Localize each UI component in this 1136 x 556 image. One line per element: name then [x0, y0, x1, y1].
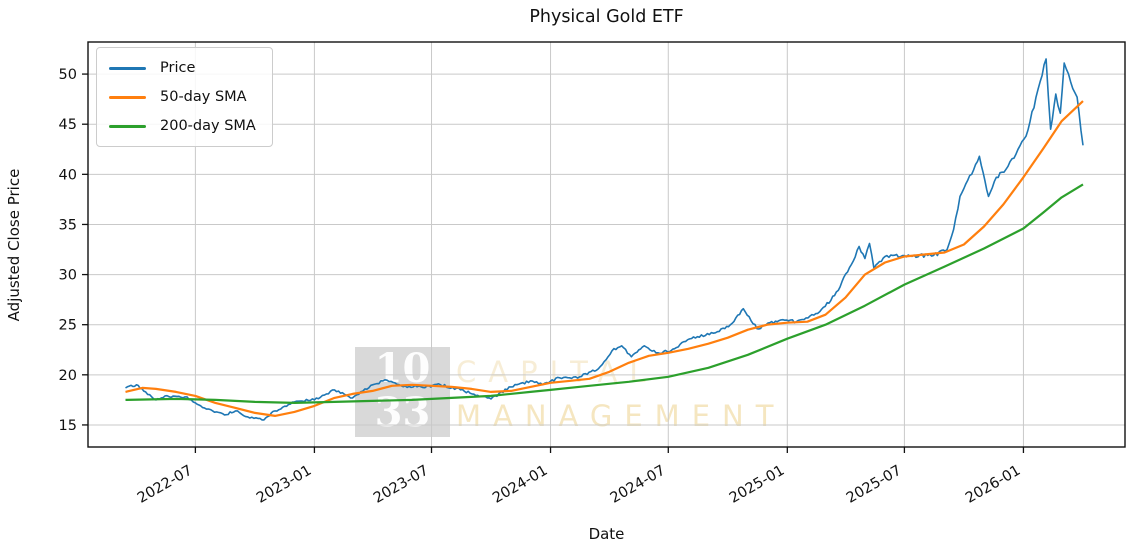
legend-row: Price	[109, 57, 256, 79]
y-tick-label: 50	[59, 67, 77, 83]
legend-swatch	[109, 66, 146, 70]
y-tick-label: 20	[59, 368, 77, 384]
x-axis-label: Date	[588, 525, 625, 543]
y-tick-label: 40	[59, 167, 77, 183]
legend-row: 200-day SMA	[109, 115, 256, 137]
legend-label: 50-day SMA	[160, 89, 247, 105]
legend-swatch	[109, 124, 146, 128]
x-tick-label: 2025-01	[727, 463, 787, 507]
y-tick-label: 15	[59, 418, 77, 434]
legend-swatch	[109, 95, 146, 99]
x-tick-label: 2025-07	[844, 463, 904, 507]
chart-title: Physical Gold ETF	[529, 7, 684, 27]
legend-label: 200-day SMA	[160, 118, 256, 134]
y-tick-label: 30	[59, 268, 77, 284]
plot-frame	[87, 41, 1126, 448]
watermark-number-bottom: 33	[374, 389, 431, 436]
x-tick-label: 2022-07	[135, 463, 195, 507]
y-tick-label: 35	[59, 217, 77, 233]
watermark-word-management: MANAGEMENT	[456, 399, 786, 433]
y-tick-label: 45	[59, 117, 77, 133]
x-tick-label: 2026-01	[963, 463, 1023, 507]
y-tick-label: 25	[59, 318, 77, 334]
series-line-200-day-sma	[125, 183, 1084, 404]
x-tick-label: 2024-07	[608, 463, 668, 507]
x-tick-label: 2023-01	[254, 463, 314, 507]
x-tick-label: 2024-01	[490, 463, 550, 507]
watermark-number-top: 10	[374, 345, 431, 392]
legend-row: 50-day SMA	[109, 86, 256, 108]
legend-label: Price	[160, 60, 196, 76]
series-line-50-day-sma	[125, 100, 1084, 417]
chart-legend: Price 50-day SMA 200-day SMA	[96, 47, 273, 147]
x-tick-label: 2023-07	[371, 463, 431, 507]
